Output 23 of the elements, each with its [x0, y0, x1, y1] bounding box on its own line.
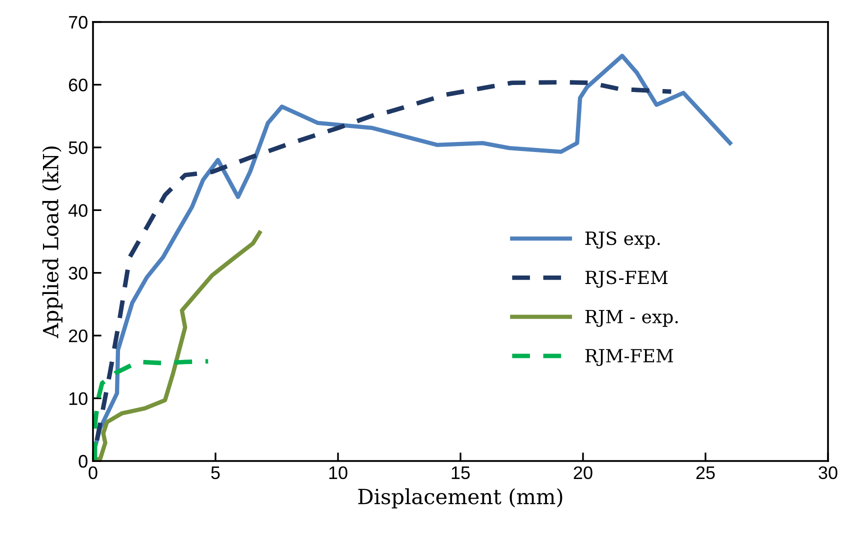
line-series — [93, 230, 262, 461]
line-series — [93, 359, 210, 461]
y-tick-label: 70 — [68, 16, 88, 29]
x-tick-label: 5 — [211, 466, 220, 480]
legend-label: RJM-FEM — [585, 349, 674, 366]
y-tick-label: 40 — [68, 204, 88, 217]
legend-label: RJM - exp. — [585, 310, 678, 327]
legend-label: RJS-FEM — [585, 270, 668, 288]
x-tick-label: 25 — [696, 466, 715, 480]
x-tick-label: 15 — [452, 466, 470, 480]
x-tick-label: 30 — [818, 466, 838, 480]
y-tick-label: 0 — [78, 454, 88, 468]
x-tick-label: 20 — [574, 466, 592, 480]
y-tick-label: 20 — [68, 330, 88, 342]
x-tick-label: 10 — [329, 466, 348, 480]
x-tick-label: 0 — [88, 466, 98, 480]
y-tick-label: 50 — [68, 141, 88, 154]
y-axis-title: Applied Load (kN) — [42, 146, 62, 338]
y-tick-label: 30 — [68, 266, 88, 280]
x-axis-title: Displacement (mm) — [358, 488, 562, 508]
legend-label: RJS exp. — [585, 231, 660, 249]
y-tick-label: 60 — [68, 78, 88, 92]
y-tick-label: 10 — [69, 392, 88, 406]
